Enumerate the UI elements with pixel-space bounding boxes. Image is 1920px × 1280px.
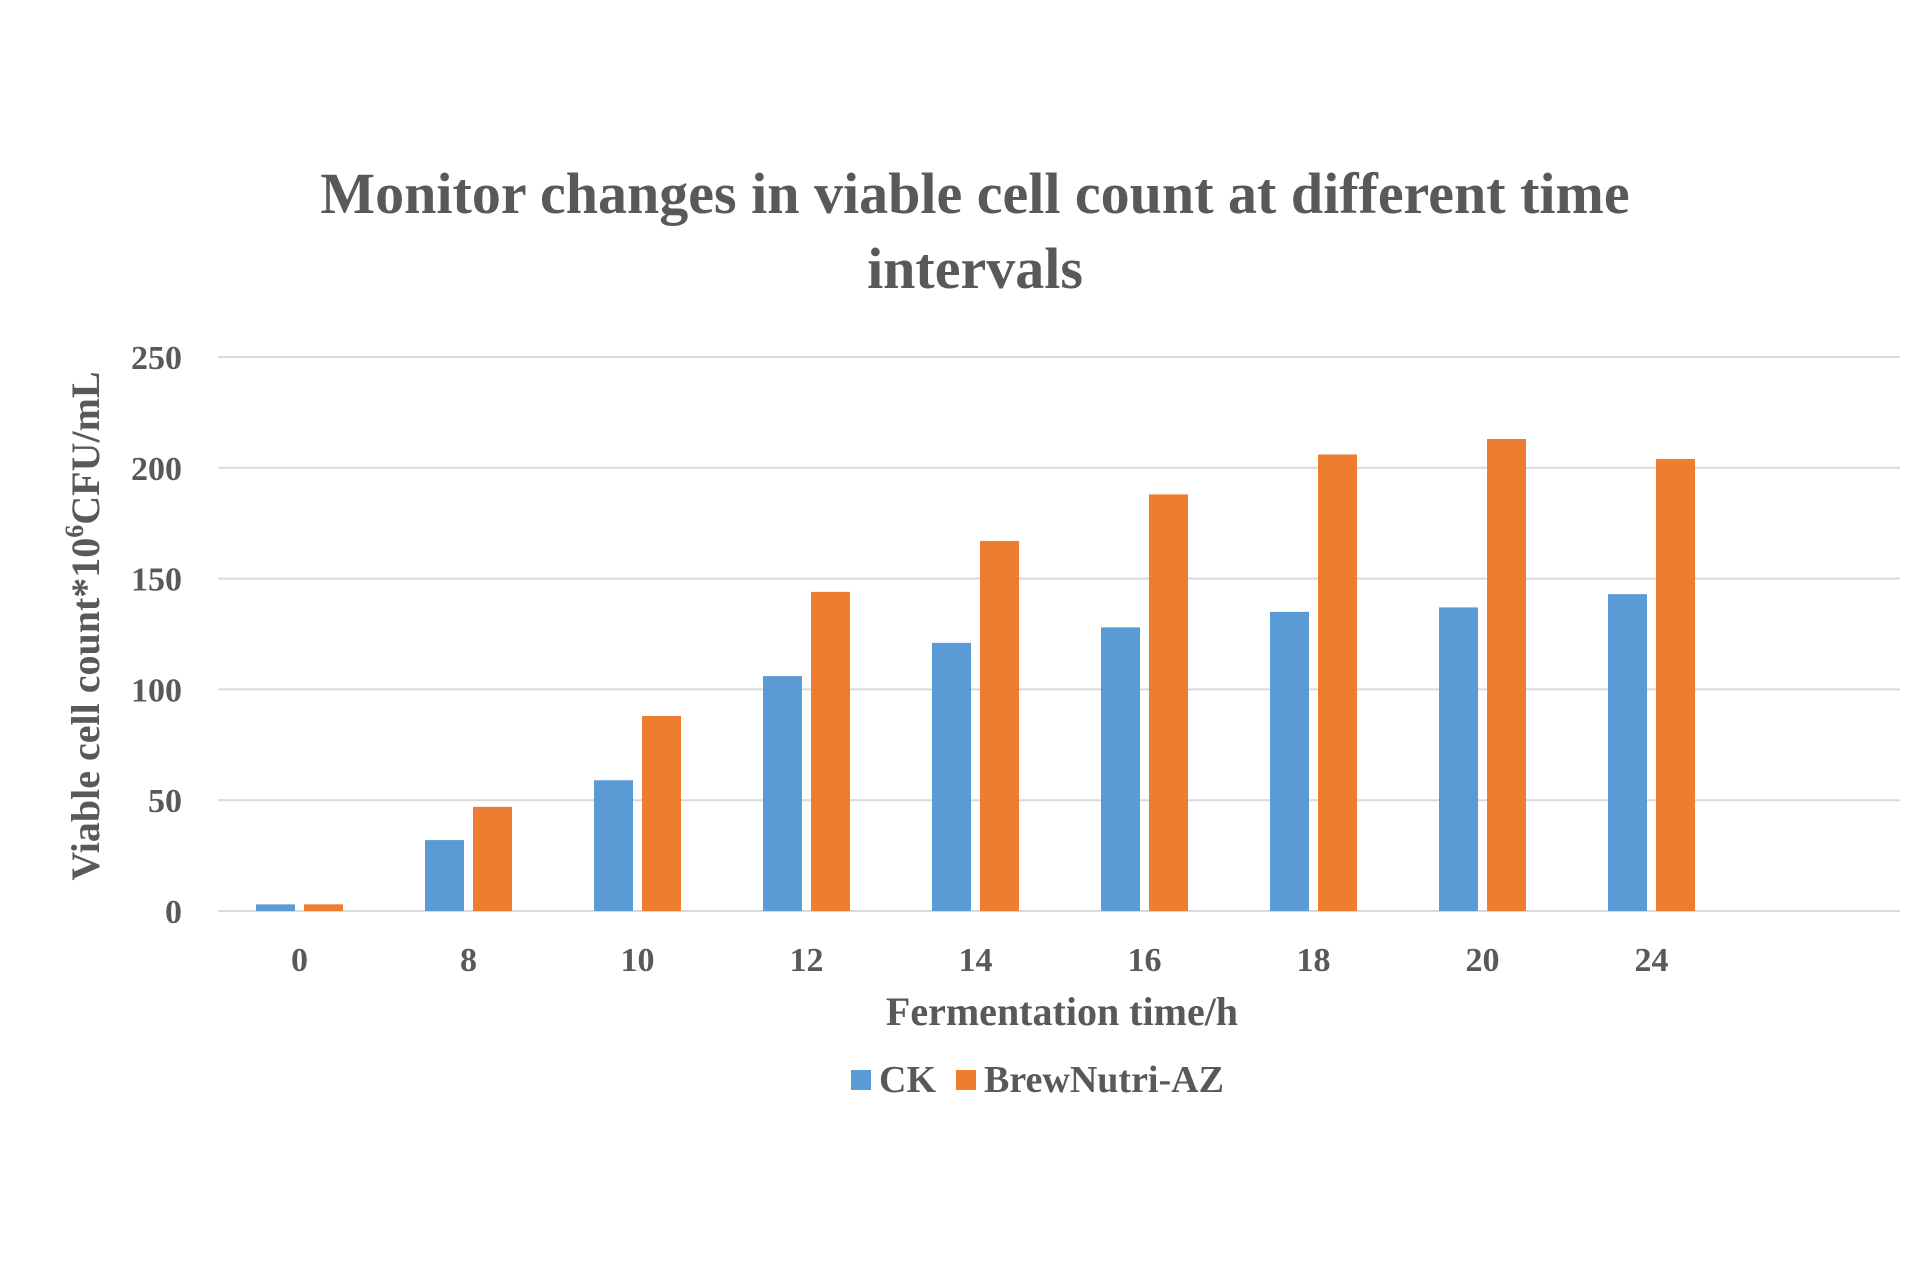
bar-brewnutri-az-10 — [642, 715, 681, 911]
bar-ck-20 — [1439, 607, 1478, 911]
legend: CK BrewNutri-AZ — [851, 1059, 1224, 1101]
bar-brewnutri-az-14 — [980, 540, 1019, 911]
x-axis-ticks: 0 8 10 12 14 16 18 20 24 — [291, 942, 1669, 979]
bars — [256, 438, 1695, 911]
y-axis-label: Viable cell count*106CFU/mL — [60, 371, 108, 880]
y-axis-ticks: 0 50 100 150 200 250 — [131, 340, 182, 931]
bar-ck-14 — [932, 642, 971, 911]
bar-ck-16 — [1101, 627, 1140, 911]
x-tick-label: 12 — [790, 942, 824, 979]
legend-swatch-brewnutri-az — [956, 1070, 976, 1090]
x-tick-label: 24 — [1635, 942, 1669, 979]
x-tick-label: 10 — [621, 942, 655, 979]
y-tick-label: 0 — [165, 894, 182, 931]
x-tick-label: 0 — [291, 942, 308, 979]
bar-ck-12 — [763, 676, 802, 911]
chart-title-line-1: Monitor changes in viable cell count at … — [320, 161, 1629, 226]
y-tick-label: 250 — [131, 340, 182, 377]
bar-brewnutri-az-0 — [304, 904, 343, 911]
y-tick-label: 150 — [131, 562, 182, 599]
gridlines — [218, 356, 1900, 912]
y-tick-label: 200 — [131, 451, 182, 488]
x-tick-label: 18 — [1297, 942, 1331, 979]
legend-label-ck: CK — [879, 1059, 936, 1101]
y-tick-label: 100 — [131, 672, 182, 709]
bar-brewnutri-az-20 — [1487, 438, 1526, 911]
legend-swatch-ck — [851, 1070, 871, 1090]
x-tick-label: 20 — [1466, 942, 1500, 979]
bar-brewnutri-az-24 — [1656, 458, 1695, 911]
bar-ck-18 — [1270, 611, 1309, 911]
x-tick-label: 8 — [460, 942, 477, 979]
x-tick-label: 16 — [1128, 942, 1162, 979]
chart-title-line-2: intervals — [867, 236, 1083, 301]
bar-brewnutri-az-12 — [811, 591, 850, 911]
y-axis-label-main: Viable cell count*10 — [63, 538, 108, 881]
bar-ck-24 — [1608, 594, 1647, 911]
y-axis-label-superscript: 6 — [60, 525, 89, 538]
bar-ck-8 — [425, 840, 464, 911]
x-axis-label: Fermentation time/h — [886, 989, 1238, 1034]
y-axis-label-unit: CFU/mL — [63, 371, 108, 524]
y-tick-label: 50 — [148, 783, 182, 820]
bar-ck-10 — [594, 780, 633, 911]
legend-label-brewnutri-az: BrewNutri-AZ — [984, 1059, 1224, 1101]
bar-ck-0 — [256, 904, 295, 911]
x-tick-label: 14 — [959, 942, 993, 979]
bar-brewnutri-az-8 — [473, 806, 512, 911]
bar-brewnutri-az-18 — [1318, 454, 1357, 911]
bar-brewnutri-az-16 — [1149, 494, 1188, 911]
